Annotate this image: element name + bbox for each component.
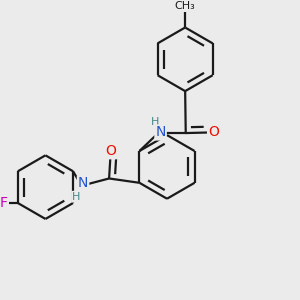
Text: N: N <box>78 176 88 190</box>
Text: F: F <box>0 196 8 210</box>
Text: O: O <box>105 144 116 158</box>
Text: O: O <box>208 125 219 140</box>
Text: CH₃: CH₃ <box>175 1 196 11</box>
Text: H: H <box>72 192 81 202</box>
Text: N: N <box>155 125 166 140</box>
Text: H: H <box>151 117 159 127</box>
